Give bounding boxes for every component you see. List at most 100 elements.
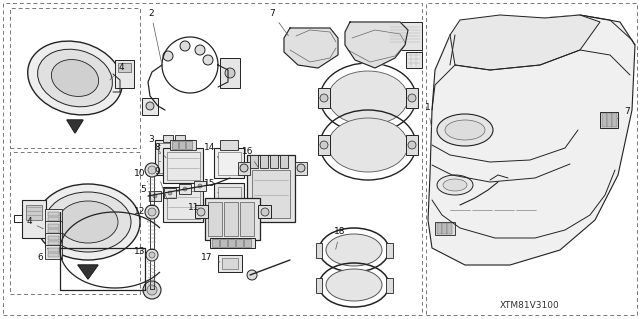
Bar bbox=[179, 141, 185, 149]
Bar bbox=[22, 200, 46, 238]
Bar bbox=[163, 187, 203, 222]
Bar bbox=[224, 202, 238, 236]
Bar bbox=[212, 239, 219, 247]
Bar bbox=[406, 135, 418, 155]
Circle shape bbox=[261, 208, 269, 216]
Bar bbox=[179, 184, 191, 194]
Text: 13: 13 bbox=[134, 248, 148, 262]
Bar bbox=[45, 209, 62, 223]
Polygon shape bbox=[67, 120, 83, 133]
Bar bbox=[45, 221, 62, 235]
Bar bbox=[612, 113, 617, 127]
Bar bbox=[48, 212, 59, 216]
Bar bbox=[172, 141, 178, 149]
Ellipse shape bbox=[38, 49, 113, 107]
Text: 5: 5 bbox=[140, 186, 150, 195]
Ellipse shape bbox=[437, 114, 493, 146]
Bar bbox=[167, 152, 200, 180]
Bar bbox=[205, 198, 260, 240]
Circle shape bbox=[320, 94, 328, 102]
Bar bbox=[442, 223, 447, 234]
Bar bbox=[437, 223, 442, 234]
Text: 9: 9 bbox=[154, 167, 167, 199]
Circle shape bbox=[168, 191, 172, 195]
Circle shape bbox=[247, 270, 257, 280]
Text: 2: 2 bbox=[148, 9, 161, 62]
Bar bbox=[602, 113, 607, 127]
Circle shape bbox=[148, 208, 156, 216]
Circle shape bbox=[153, 194, 157, 198]
Ellipse shape bbox=[328, 118, 408, 172]
Bar bbox=[280, 155, 288, 168]
Bar bbox=[48, 236, 59, 240]
Bar bbox=[388, 22, 422, 50]
Circle shape bbox=[146, 249, 158, 261]
Circle shape bbox=[385, 45, 395, 55]
Bar bbox=[218, 152, 241, 175]
Text: 15: 15 bbox=[204, 179, 218, 193]
Polygon shape bbox=[450, 15, 600, 70]
Bar bbox=[45, 245, 62, 259]
Circle shape bbox=[148, 166, 156, 174]
Bar bbox=[158, 143, 192, 173]
Circle shape bbox=[149, 252, 155, 258]
Circle shape bbox=[146, 102, 154, 110]
Circle shape bbox=[145, 205, 159, 219]
Bar bbox=[115, 60, 134, 88]
Text: 17: 17 bbox=[201, 254, 220, 263]
Bar bbox=[406, 52, 422, 68]
Bar bbox=[48, 241, 59, 245]
Bar bbox=[45, 233, 62, 247]
Text: 1: 1 bbox=[425, 103, 431, 127]
Bar bbox=[26, 205, 42, 220]
Bar bbox=[258, 205, 271, 218]
Bar bbox=[244, 239, 251, 247]
Bar bbox=[316, 243, 322, 258]
Bar bbox=[220, 140, 238, 150]
Bar bbox=[218, 187, 241, 207]
Circle shape bbox=[198, 184, 202, 188]
Text: XTM81V3100: XTM81V3100 bbox=[500, 301, 560, 310]
Bar bbox=[155, 140, 195, 175]
Bar bbox=[118, 63, 131, 72]
Ellipse shape bbox=[326, 234, 382, 266]
Ellipse shape bbox=[45, 192, 131, 252]
Polygon shape bbox=[284, 28, 338, 68]
Polygon shape bbox=[78, 265, 98, 279]
Bar bbox=[222, 258, 238, 269]
Ellipse shape bbox=[326, 269, 382, 301]
Bar bbox=[386, 243, 393, 258]
Circle shape bbox=[295, 35, 305, 45]
Text: 12: 12 bbox=[134, 207, 148, 222]
Circle shape bbox=[163, 51, 173, 61]
Bar bbox=[426, 3, 637, 315]
Bar bbox=[48, 217, 59, 221]
Bar bbox=[3, 3, 422, 315]
Bar bbox=[220, 239, 227, 247]
Bar bbox=[210, 238, 255, 248]
Bar bbox=[295, 162, 307, 175]
Bar bbox=[208, 202, 222, 236]
Circle shape bbox=[225, 68, 235, 78]
Circle shape bbox=[355, 30, 365, 40]
Text: 11: 11 bbox=[188, 204, 205, 215]
Bar bbox=[250, 155, 258, 168]
Circle shape bbox=[320, 141, 328, 149]
Bar bbox=[10, 8, 140, 148]
Text: 10: 10 bbox=[134, 169, 148, 182]
Circle shape bbox=[183, 187, 187, 191]
Bar bbox=[316, 278, 322, 293]
Circle shape bbox=[203, 55, 213, 65]
Bar bbox=[270, 155, 278, 168]
Bar bbox=[48, 248, 59, 252]
Circle shape bbox=[408, 94, 416, 102]
Text: 3: 3 bbox=[148, 135, 161, 153]
Text: 7: 7 bbox=[269, 9, 289, 36]
Circle shape bbox=[147, 285, 157, 295]
Bar bbox=[252, 170, 290, 218]
Ellipse shape bbox=[58, 201, 118, 243]
Circle shape bbox=[143, 281, 161, 299]
Ellipse shape bbox=[36, 184, 140, 260]
Bar bbox=[10, 152, 140, 294]
Bar bbox=[149, 191, 161, 201]
